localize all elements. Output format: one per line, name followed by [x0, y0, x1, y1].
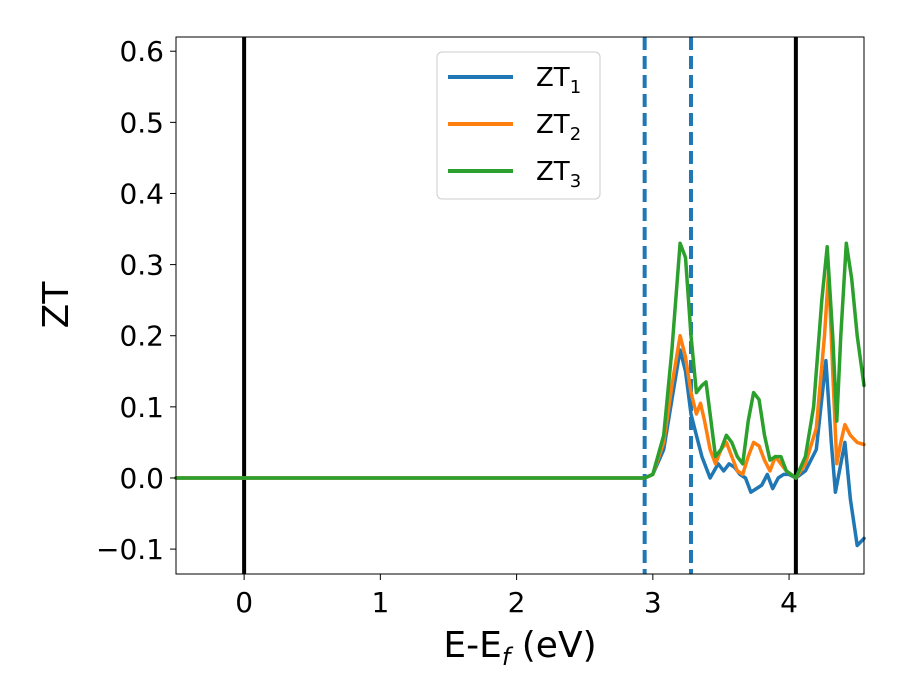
- legend-label-zt2-sub: 2: [570, 124, 581, 145]
- legend-label-zt1-main: ZT: [536, 63, 570, 93]
- series-layer: [174, 241, 866, 548]
- legend: ZT1 ZT2 ZT3: [436, 51, 601, 200]
- y-tick-label: 0.4: [119, 177, 164, 210]
- legend-label-zt1-sub: 1: [570, 77, 581, 98]
- x-axis-ticks: 0 1 2 3 4: [235, 574, 798, 619]
- legend-label-zt3-main: ZT: [536, 157, 570, 187]
- y-tick-label: 0.5: [119, 106, 164, 139]
- x-axis-title-main: E-E: [443, 625, 501, 666]
- y-tick-label: 0.1: [119, 391, 164, 424]
- x-tick-label: 2: [508, 586, 526, 619]
- legend-label-zt3-sub: 3: [570, 171, 581, 192]
- y-tick-label: 0.3: [119, 249, 164, 282]
- x-tick-label: 1: [371, 586, 389, 619]
- legend-box: [436, 51, 601, 200]
- y-tick-label: 0.2: [119, 320, 164, 353]
- reference-lines: [242, 37, 798, 574]
- y-tick-label: 0.6: [119, 35, 164, 68]
- x-tick-label: 3: [644, 586, 662, 619]
- y-tick-label: 0.0: [119, 462, 164, 495]
- legend-label-zt3: ZT3: [536, 157, 581, 192]
- y-axis-ticks: −0.1 0.0 0.1 0.2 0.3 0.4 0.5 0.6: [96, 35, 176, 566]
- legend-label-zt2: ZT2: [536, 110, 581, 145]
- series-line-zt1: [174, 348, 866, 548]
- y-axis-title: ZT: [36, 281, 77, 329]
- legend-label-zt2-main: ZT: [536, 110, 570, 140]
- x-tick-label: 0: [235, 586, 253, 619]
- legend-label-zt1: ZT1: [536, 63, 581, 98]
- x-tick-label: 4: [780, 586, 798, 619]
- series-line-zt3: [174, 241, 866, 480]
- x-axis-title: E-Ef (eV): [443, 625, 596, 671]
- x-axis-title-unit: (eV): [510, 625, 596, 666]
- y-tick-label: −0.1: [96, 533, 164, 566]
- plot-frame: [175, 36, 865, 575]
